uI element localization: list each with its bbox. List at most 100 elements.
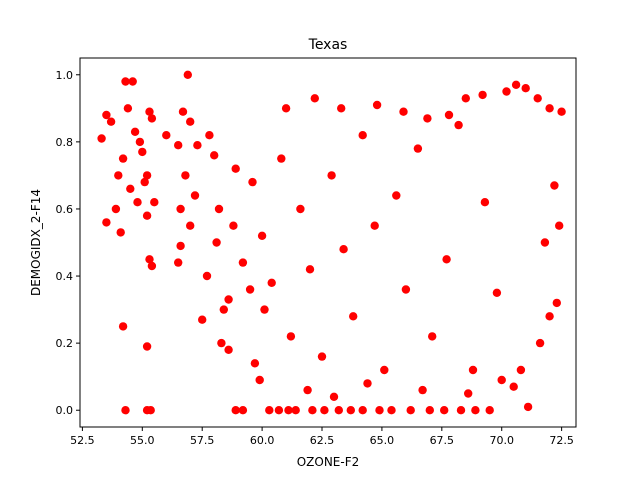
data-point: [296, 204, 305, 214]
data-point: [305, 265, 315, 274]
data-point: [406, 406, 415, 415]
data-point: [464, 389, 473, 398]
data-point: [146, 406, 155, 415]
data-point: [545, 104, 554, 113]
data-point: [454, 120, 463, 130]
x-tick-label: 72.5: [549, 434, 574, 447]
x-tick-label: 65.0: [370, 434, 395, 447]
data-point: [349, 312, 358, 321]
data-point: [363, 379, 372, 388]
data-point: [380, 365, 389, 375]
data-point: [140, 177, 149, 187]
data-point: [478, 90, 487, 100]
data-point: [231, 406, 240, 415]
data-point: [250, 359, 260, 368]
data-point: [202, 271, 212, 281]
data-point: [310, 94, 319, 103]
data-point: [126, 184, 135, 193]
data-point: [358, 131, 367, 140]
data-point: [162, 131, 171, 140]
data-point: [358, 406, 367, 415]
points-layer: [97, 70, 566, 415]
data-point: [145, 107, 154, 116]
data-point: [128, 77, 137, 86]
data-point: [372, 100, 382, 110]
data-point: [217, 338, 226, 348]
data-point: [186, 221, 195, 230]
data-point: [485, 406, 494, 415]
data-point: [423, 114, 432, 123]
data-point: [212, 238, 221, 247]
data-point: [387, 406, 396, 415]
data-point: [327, 171, 336, 180]
data-point: [214, 204, 224, 214]
data-point: [540, 238, 550, 247]
data-point: [444, 110, 454, 120]
data-point: [274, 406, 284, 415]
data-point: [257, 231, 267, 240]
data-point: [375, 406, 384, 415]
data-point: [183, 70, 192, 80]
data-point: [533, 94, 542, 103]
y-tick-label: 0.6: [56, 203, 74, 216]
data-point: [142, 211, 152, 220]
data-point: [255, 375, 264, 385]
data-point: [205, 131, 214, 140]
data-point: [521, 84, 530, 93]
data-point: [557, 107, 566, 116]
data-point: [277, 154, 286, 163]
x-tick-label: 62.5: [310, 434, 335, 447]
data-point: [392, 191, 401, 200]
data-point: [260, 305, 269, 314]
data-point: [545, 312, 554, 321]
data-point: [116, 228, 125, 237]
y-tick-label: 0.8: [56, 136, 74, 149]
data-point: [229, 221, 238, 230]
data-point: [468, 365, 478, 375]
x-tick-label: 55.0: [130, 434, 155, 447]
x-tick-label: 67.5: [430, 434, 455, 447]
data-point: [320, 406, 329, 415]
data-point: [281, 104, 291, 113]
x-tick-label: 57.5: [190, 434, 215, 447]
data-point: [480, 198, 490, 207]
x-tick-label: 60.0: [250, 434, 275, 447]
data-point: [238, 406, 248, 415]
data-point: [509, 382, 518, 391]
data-point: [329, 392, 339, 401]
data-point: [471, 406, 480, 415]
data-point: [142, 342, 152, 351]
data-point: [238, 258, 248, 267]
data-point: [516, 365, 526, 375]
data-point: [111, 204, 121, 214]
y-tick-label: 0.0: [56, 404, 74, 417]
data-point: [174, 141, 183, 150]
data-point: [418, 385, 427, 395]
data-point: [147, 114, 157, 123]
data-point: [145, 255, 154, 264]
data-point: [97, 134, 106, 143]
data-point: [370, 221, 379, 230]
data-point: [497, 375, 506, 385]
data-point: [176, 204, 185, 214]
x-ticks: 52.5 55.0 57.5 60.0 62.5 65.0 67.5 70.0 72.5: [70, 427, 574, 447]
data-point: [224, 345, 233, 354]
data-point: [178, 107, 188, 116]
x-tick-label: 70.0: [489, 434, 514, 447]
data-point: [442, 255, 451, 264]
data-point: [552, 298, 561, 308]
data-point: [118, 322, 128, 331]
data-point: [102, 110, 111, 120]
data-point: [337, 104, 346, 113]
y-axis-label: DEMOGIDX_2-F14: [29, 189, 43, 296]
data-point: [174, 258, 183, 267]
data-point: [492, 288, 502, 297]
data-point: [231, 164, 240, 173]
y-ticks: 0.0 0.2 0.4 0.6 0.8 1.0: [56, 69, 80, 417]
data-point: [502, 87, 511, 96]
data-point: [346, 406, 355, 415]
data-point: [286, 332, 296, 341]
